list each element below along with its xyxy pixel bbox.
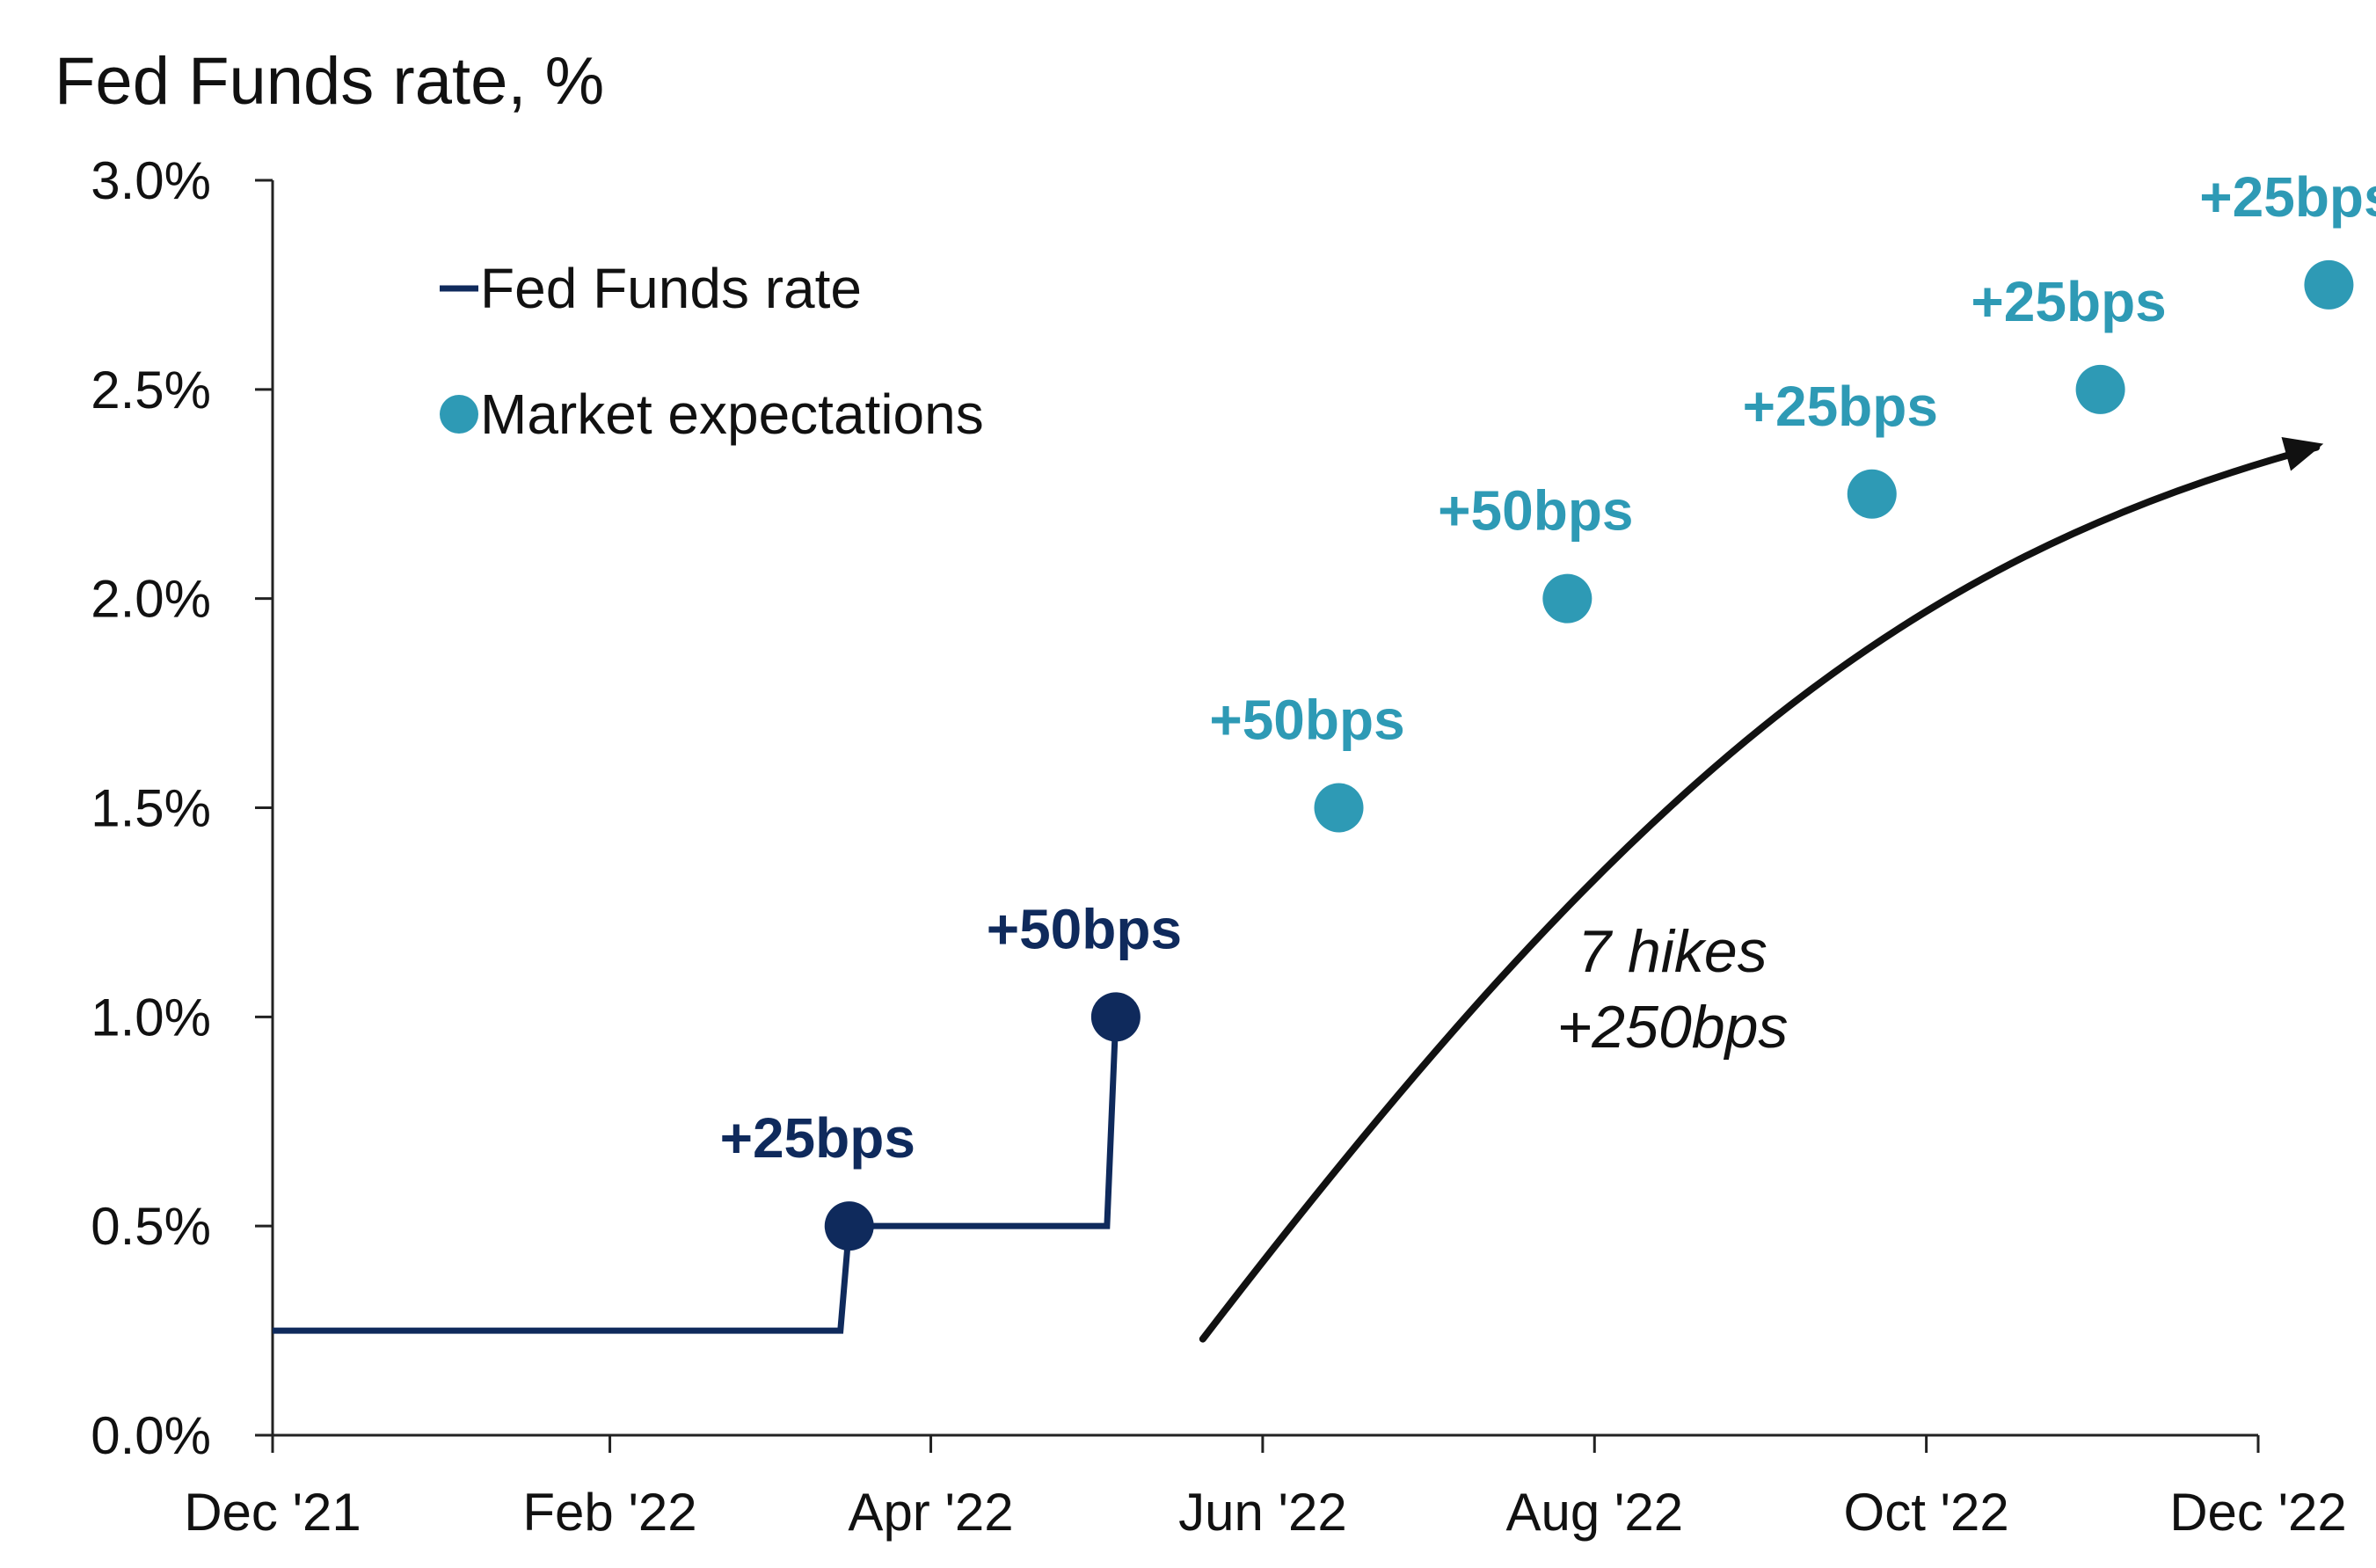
hikes-arrow-head — [2281, 436, 2324, 471]
hike-label: +50bps — [987, 897, 1182, 960]
legend-swatch-dot — [440, 395, 478, 434]
hike-label: +25bps — [1743, 375, 1938, 438]
market-expectation-point — [2075, 364, 2125, 414]
legend: Fed Funds rate Market expectations — [440, 257, 984, 446]
chart-title: Fed Funds rate, % — [55, 44, 604, 119]
hikes-arrow-curve — [1199, 443, 2321, 1343]
hikes-annotation-line: 7 hikes — [1578, 918, 1767, 985]
markers-layer: +25bps +50bps +50bps +50bps +25bps +25bps +25b… — [720, 165, 2376, 1251]
fed-funds-line — [273, 1017, 1119, 1334]
market-expectation-point — [1542, 573, 1593, 624]
fed-funds-point — [824, 1201, 874, 1251]
x-tick-label: Aug '22 — [1505, 1483, 1683, 1542]
hike-label: +25bps — [1971, 270, 2166, 333]
hike-label: +25bps — [720, 1106, 915, 1170]
y-tick-label: 2.0% — [91, 570, 211, 629]
hikes-annotation-line: +250bps — [1557, 994, 1789, 1061]
x-tick-label: Feb '22 — [522, 1483, 696, 1542]
hike-label: +50bps — [1438, 479, 1633, 543]
fed-funds-point — [1090, 992, 1141, 1042]
x-tick-label: Jun '22 — [1178, 1483, 1347, 1542]
x-tick-label: Oct '22 — [1844, 1483, 2009, 1542]
x-tick-label: Apr '22 — [848, 1483, 1013, 1542]
y-tick-label: 1.0% — [91, 988, 211, 1047]
title-layer: Fed Funds rate, % — [55, 44, 604, 119]
axes-layer: 0.0% 0.5% 1.0% 1.5% 2.0% 2.5% 3.0% Dec '21 Feb '… — [91, 151, 2347, 1542]
y-tick-label: 3.0% — [91, 151, 211, 210]
x-tick-label: Dec '21 — [184, 1483, 361, 1542]
series-layer — [273, 1017, 1119, 1334]
legend-label: Market expectations — [480, 383, 984, 446]
y-tick-label: 0.5% — [91, 1197, 211, 1256]
market-expectation-point — [2304, 259, 2354, 310]
annotation-layer: 7 hikes +250bps — [1199, 436, 2324, 1343]
hike-label: +25bps — [2199, 165, 2376, 229]
y-tick-label: 1.5% — [91, 779, 211, 838]
hike-label: +50bps — [1209, 689, 1404, 752]
y-tick-label: 0.0% — [91, 1406, 211, 1465]
market-expectation-point — [1847, 469, 1897, 519]
legend-label: Fed Funds rate — [480, 257, 862, 320]
x-tick-label: Dec '22 — [2169, 1483, 2347, 1542]
y-tick-label: 2.5% — [91, 361, 211, 419]
market-expectation-point — [1314, 783, 1364, 833]
